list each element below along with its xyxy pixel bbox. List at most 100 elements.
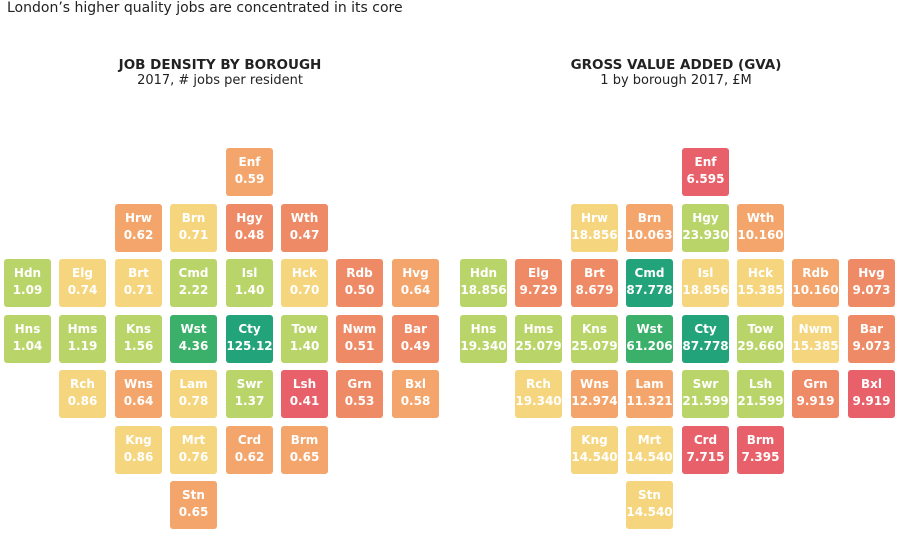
tile-value: 14.540 xyxy=(626,450,673,464)
job-density-tile-brm: Brm 0.65 xyxy=(281,426,328,474)
tile-code: Brt xyxy=(584,266,605,280)
gva-tile-wns: Wns 12.974 xyxy=(571,370,618,418)
tile-code: Enf xyxy=(238,155,261,169)
tile-code: Hvg xyxy=(402,266,429,280)
tile-value: 0.65 xyxy=(289,450,320,464)
tile-value: 0.78 xyxy=(178,394,209,408)
job-density-tile-brn: Brn 0.71 xyxy=(170,204,217,252)
job-density-tile-wns: Wns 0.64 xyxy=(115,370,162,418)
gva-tile-lsh: Lsh 21.599 xyxy=(737,370,784,418)
tile-value: 0.48 xyxy=(234,228,265,242)
job-density-tile-lam: Lam 0.78 xyxy=(170,370,217,418)
tile-code: Hdn xyxy=(469,266,498,280)
job-density-tile-mrt: Mrt 0.76 xyxy=(170,426,217,474)
gva-tile-lam: Lam 11.321 xyxy=(626,370,673,418)
tile-value: 6.595 xyxy=(686,172,725,186)
job-density-tile-lsh: Lsh 0.41 xyxy=(281,370,328,418)
job-density-tile-hns: Hns 1.04 xyxy=(4,315,51,363)
tile-value: 11.321 xyxy=(626,394,673,408)
job-density-title: JOB DENSITY BY BOROUGH xyxy=(118,57,322,73)
gva-tile-crd: Crd 7.715 xyxy=(682,426,729,474)
tile-code: Hvg xyxy=(858,266,885,280)
tile-code: Lam xyxy=(179,377,208,391)
tile-code: Wth xyxy=(290,211,319,225)
gva-tile-hvg: Hvg 9.073 xyxy=(848,259,895,307)
tile-code: Hck xyxy=(291,266,318,280)
gva-tile-hgy: Hgy 23.930 xyxy=(682,204,729,252)
tile-code: Cty xyxy=(694,322,717,336)
tile-code: Kns xyxy=(126,322,151,336)
tile-code: Cmd xyxy=(634,266,665,280)
gva-tile-brt: Brt 8.679 xyxy=(571,259,618,307)
tile-value: 0.41 xyxy=(289,394,320,408)
tile-value: 19.340 xyxy=(460,339,507,353)
tile-code: Wst xyxy=(636,322,663,336)
job-density-tile-hdn: Hdn 1.09 xyxy=(4,259,51,307)
tile-value: 0.71 xyxy=(123,283,154,297)
tile-code: Wns xyxy=(580,377,609,391)
tile-code: Isl xyxy=(241,266,258,280)
tile-value: 9.919 xyxy=(852,394,891,408)
job-density-tile-hrw: Hrw 0.62 xyxy=(115,204,162,252)
tile-code: Rch xyxy=(70,377,95,391)
tile-code: Nwm xyxy=(798,322,833,336)
tile-code: Hrw xyxy=(124,211,153,225)
tile-value: 1.19 xyxy=(67,339,98,353)
tile-code: Hdn xyxy=(13,266,42,280)
tile-code: Stn xyxy=(638,488,661,502)
job-density-tile-swr: Swr 1.37 xyxy=(226,370,273,418)
tile-code: Hms xyxy=(67,322,98,336)
tile-code: Swr xyxy=(236,377,263,391)
tile-code: Brn xyxy=(181,211,206,225)
job-density-tile-cmd: Cmd 2.22 xyxy=(170,259,217,307)
gva-tile-brm: Brm 7.395 xyxy=(737,426,784,474)
gva-tile-stn: Stn 14.540 xyxy=(626,481,673,529)
tile-code: Crd xyxy=(237,433,262,447)
tile-code: Bar xyxy=(859,322,884,336)
tile-value: 2.22 xyxy=(178,283,209,297)
tile-value: 1.56 xyxy=(123,339,154,353)
tile-value: 0.86 xyxy=(123,450,154,464)
job-density-tile-elg: Elg 0.74 xyxy=(59,259,106,307)
tile-code: Hck xyxy=(747,266,774,280)
tile-value: 0.53 xyxy=(344,394,375,408)
tile-value: 125.12 xyxy=(226,339,273,353)
tile-value: 0.59 xyxy=(234,172,265,186)
tile-code: Rdb xyxy=(802,266,829,280)
tile-code: Hgy xyxy=(692,211,719,225)
tile-code: Brt xyxy=(128,266,149,280)
tile-code: Brm xyxy=(290,433,319,447)
tile-code: Bxl xyxy=(861,377,882,391)
tile-value: 7.715 xyxy=(686,450,725,464)
tile-code: Rch xyxy=(526,377,551,391)
job-density-tile-kng: Kng 0.86 xyxy=(115,426,162,474)
tile-value: 18.856 xyxy=(682,283,729,297)
tile-value: 0.58 xyxy=(400,394,431,408)
job-density-tile-kns: Kns 1.56 xyxy=(115,315,162,363)
gva-tile-cty: Cty 87.778 xyxy=(682,315,729,363)
job-density-tile-enf: Enf 0.59 xyxy=(226,148,273,196)
tile-code: Mrt xyxy=(181,433,206,447)
tile-value: 1.37 xyxy=(234,394,265,408)
tile-value: 21.599 xyxy=(737,394,784,408)
tile-value: 18.856 xyxy=(571,228,618,242)
gva-tile-cmd: Cmd 87.778 xyxy=(626,259,673,307)
tile-value: 61.206 xyxy=(626,339,673,353)
tile-code: Nwm xyxy=(342,322,377,336)
gva-tile-bar: Bar 9.073 xyxy=(848,315,895,363)
job-density-tile-rdb: Rdb 0.50 xyxy=(336,259,383,307)
tile-value: 19.340 xyxy=(515,394,562,408)
job-density-tile-tow: Tow 1.40 xyxy=(281,315,328,363)
job-density-tile-hms: Hms 1.19 xyxy=(59,315,106,363)
tile-value: 25.079 xyxy=(571,339,618,353)
gva-tile-elg: Elg 9.729 xyxy=(515,259,562,307)
tile-value: 8.679 xyxy=(575,283,614,297)
tile-code: Rdb xyxy=(346,266,373,280)
tile-value: 18.856 xyxy=(460,283,507,297)
tile-code: Tow xyxy=(747,322,774,336)
job-density-tile-bxl: Bxl 0.58 xyxy=(392,370,439,418)
job-density-tile-hvg: Hvg 0.64 xyxy=(392,259,439,307)
tile-value: 14.540 xyxy=(571,450,618,464)
tile-value: 0.65 xyxy=(178,505,209,519)
tile-code: Mrt xyxy=(637,433,662,447)
